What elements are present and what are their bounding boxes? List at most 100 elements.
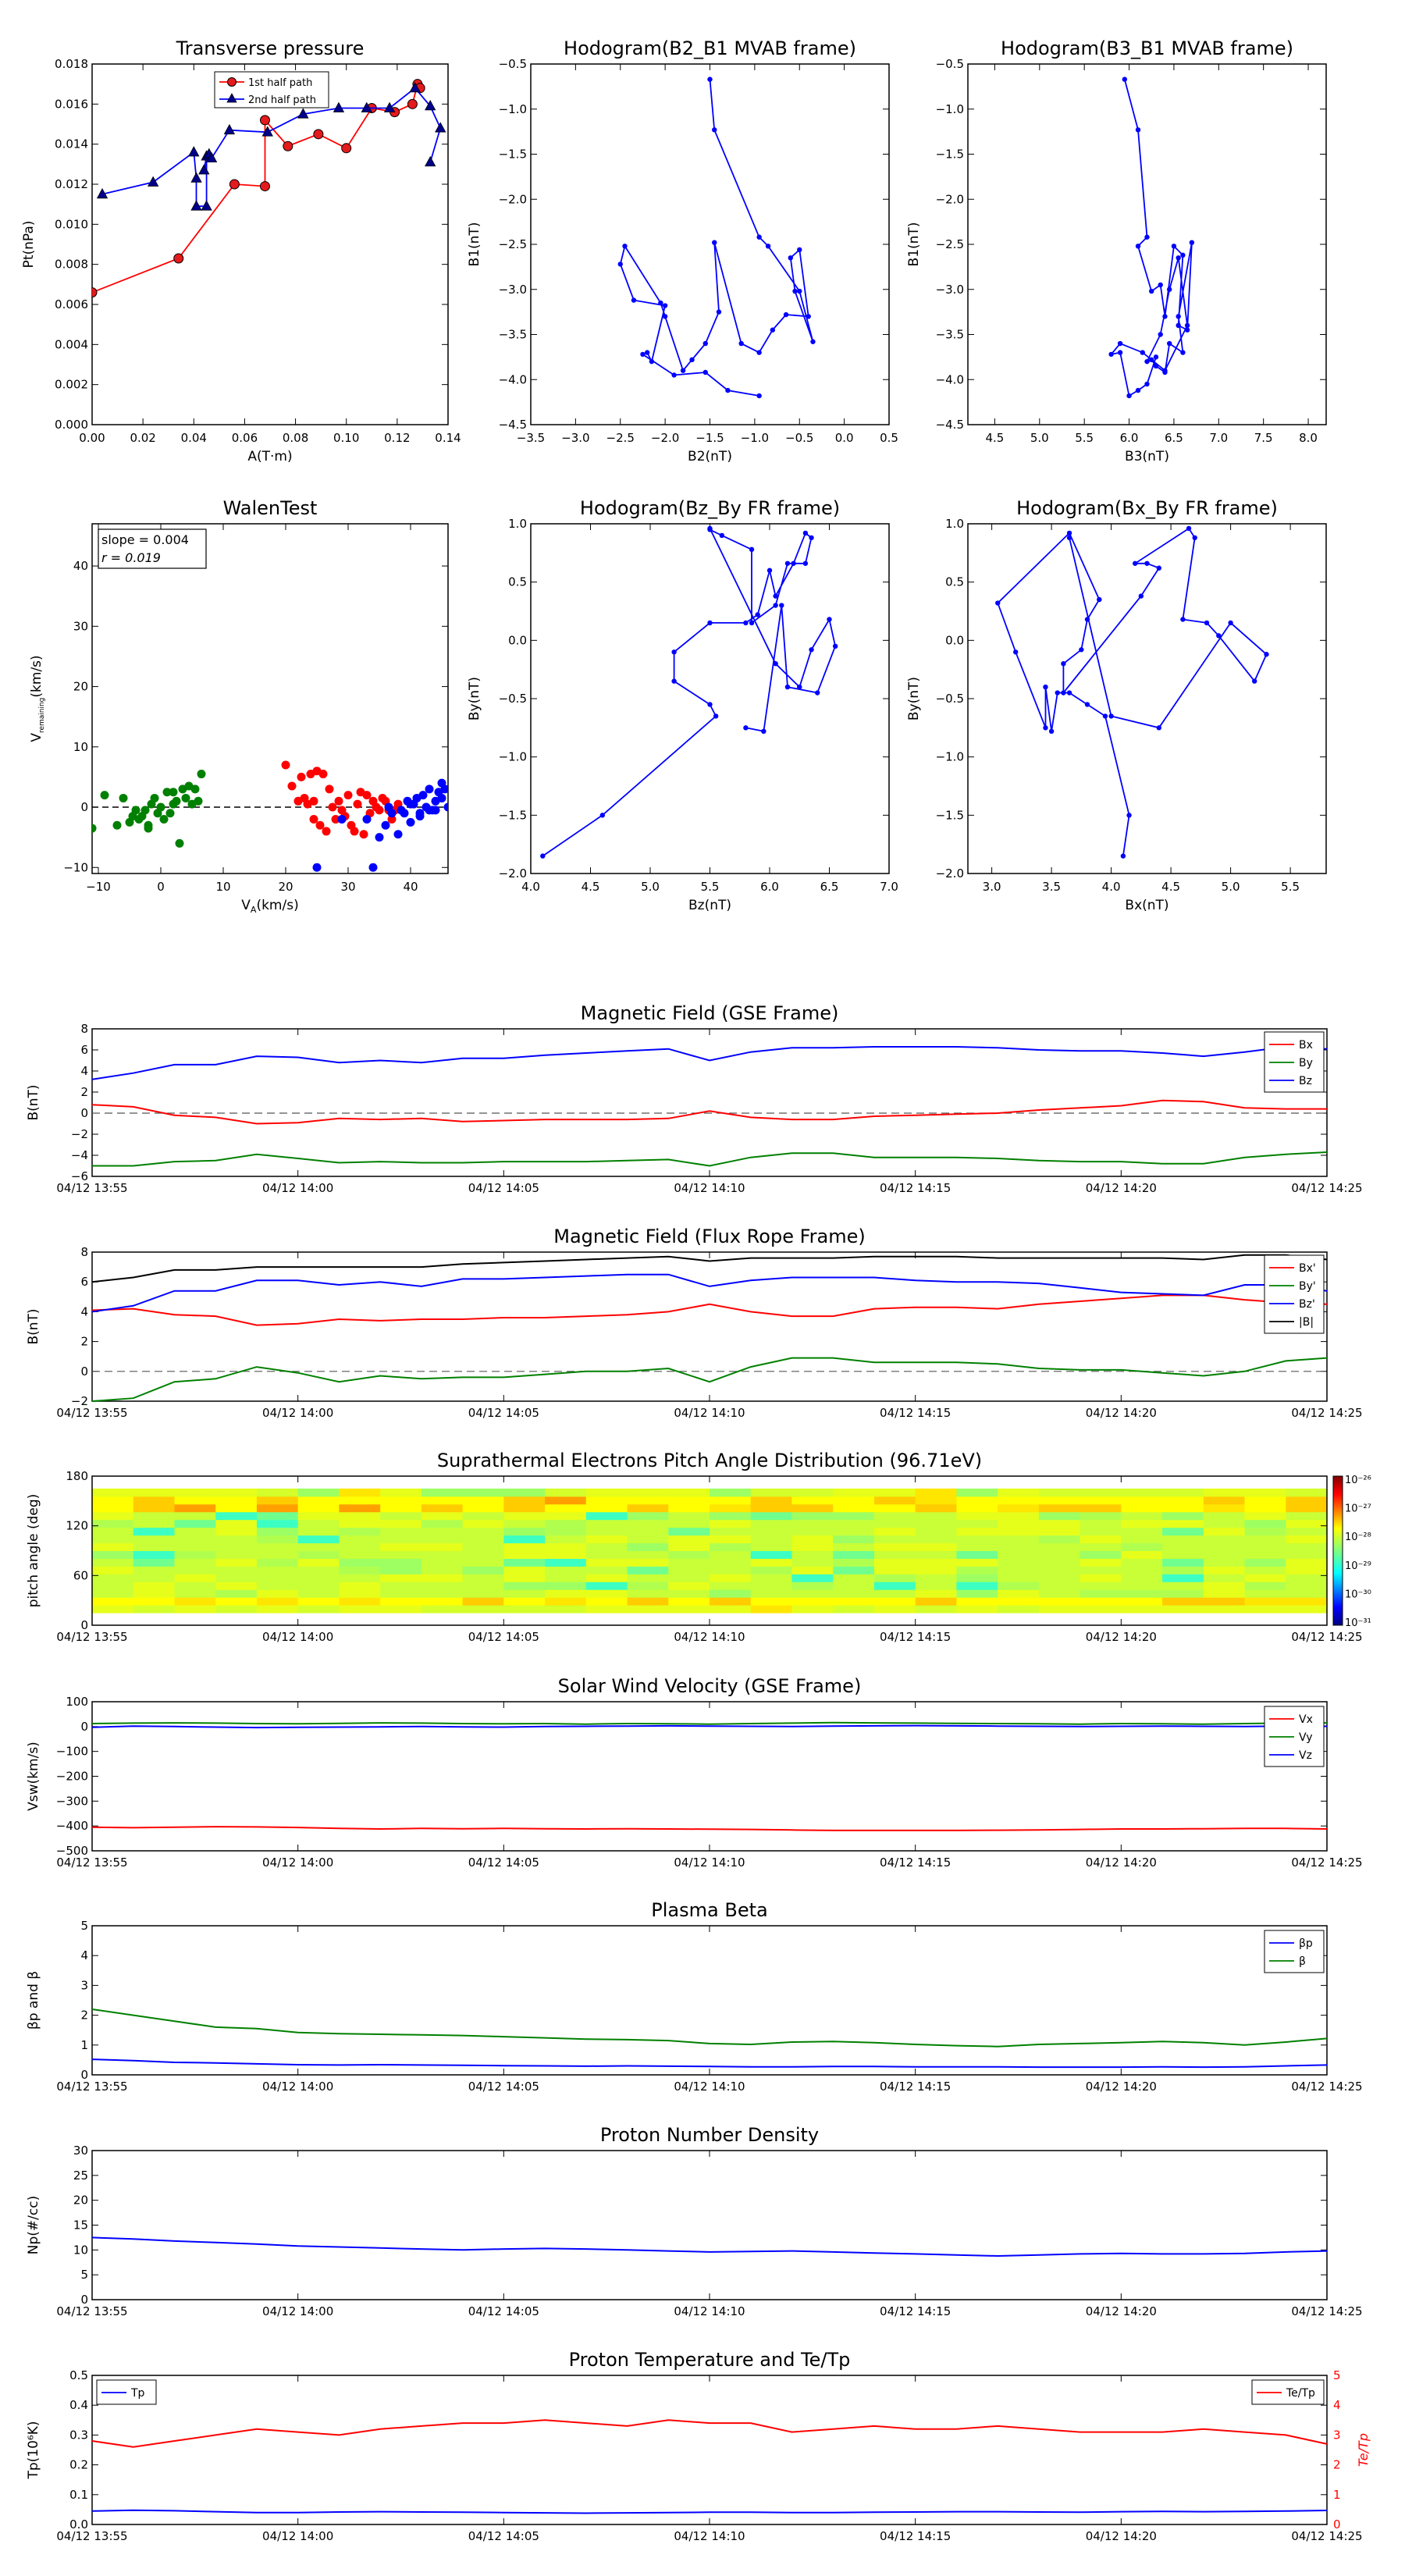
pad-cell — [791, 1511, 834, 1521]
pad-cell — [462, 1574, 504, 1582]
pad-cell — [750, 1574, 792, 1582]
beta-ytick-label: 2 — [80, 2008, 88, 2023]
pad-cell — [873, 1519, 916, 1528]
hodo4-point — [1156, 725, 1162, 731]
pad-cell — [1162, 1511, 1204, 1521]
tp-frame — [91, 2375, 1328, 2525]
pad-cell — [1121, 1597, 1163, 1606]
pad-cell — [668, 1605, 710, 1614]
pad-cell — [92, 1582, 134, 1590]
magGSE-legend-label: Bx — [1299, 1039, 1313, 1051]
pad-cell — [1121, 1550, 1163, 1559]
transverse-xtick-label: 0.04 — [181, 431, 207, 445]
pad-cell — [545, 1527, 587, 1536]
pad-cell — [545, 1535, 587, 1544]
hodo2-point — [1135, 387, 1141, 393]
pad-cell — [998, 1582, 1040, 1590]
np-xtick-label: 04/12 14:10 — [674, 2304, 745, 2318]
hodo3-point — [707, 702, 713, 707]
pad-cell — [503, 1574, 546, 1582]
hodo2-xtick-label: 5.0 — [1030, 431, 1049, 445]
hodo2-point — [1158, 332, 1163, 337]
pad-cell — [545, 1488, 587, 1497]
pad-cell — [668, 1558, 710, 1567]
pad-cell — [585, 1511, 628, 1521]
pad-cell — [1244, 1511, 1286, 1521]
pad-heatmap — [92, 1488, 1328, 1614]
pad-cell — [585, 1527, 628, 1536]
beta-xtick-label: 04/12 14:20 — [1086, 2080, 1157, 2094]
pad-cell — [750, 1542, 792, 1551]
hodo4-point — [1133, 560, 1138, 566]
walen-point-red — [334, 796, 343, 806]
pad-colorbar-label: 10⁻²⁷ — [1345, 1503, 1371, 1515]
tp-right-legend-label: Te/Tp — [1286, 2387, 1315, 2400]
tp-ytick-label: 0.0 — [69, 2517, 88, 2532]
pad-cell — [710, 1574, 752, 1582]
hodo1-point — [640, 351, 646, 358]
pad-cell — [380, 1550, 422, 1559]
vsw-legend-label: Vz — [1299, 1749, 1312, 1762]
pad-cell — [750, 1597, 792, 1606]
pad-cell — [1080, 1550, 1122, 1559]
pad-cell — [1286, 1496, 1328, 1505]
pad-cell — [174, 1582, 216, 1590]
hodo4-point — [1192, 535, 1197, 541]
walen-xlabel: VA(km/s) — [241, 898, 298, 915]
transverse-xtick-label: 0.08 — [283, 431, 308, 445]
transverse-point — [409, 81, 421, 93]
np-xtick-label: 04/12 14:05 — [468, 2304, 539, 2318]
hodo2-point — [1180, 350, 1186, 355]
pad-cell — [627, 1605, 669, 1614]
walen-annotation-r: r = 0.019 — [101, 550, 161, 565]
pad-ytick-label: 0 — [80, 1618, 88, 1632]
hodo2-point — [1153, 354, 1159, 360]
walen-ytick-label: 40 — [73, 559, 88, 573]
pad-cell — [1244, 1527, 1286, 1536]
pad-cell — [1038, 1488, 1081, 1497]
walen-point-red — [331, 814, 340, 824]
pad-cell — [380, 1511, 422, 1521]
beta-series-β — [91, 2008, 1328, 2048]
pad-cell — [462, 1589, 504, 1598]
pad-cell — [297, 1503, 340, 1513]
pad-cell — [1162, 1550, 1204, 1559]
hodo3-point — [749, 620, 755, 626]
np-series-Np — [91, 2236, 1328, 2258]
hodo3-point — [761, 728, 767, 735]
transverse-legend: 1st half path 2nd half path — [214, 71, 329, 109]
magGSE-ytick-label: −4 — [71, 1148, 88, 1162]
vsw-xtick-label: 04/12 14:00 — [262, 1856, 333, 1870]
walen-point-red — [293, 796, 303, 806]
transverse-ytick-label: 0.016 — [55, 97, 88, 111]
pad-cell — [1121, 1605, 1163, 1614]
pad-cell — [750, 1535, 792, 1544]
pad-cell — [421, 1535, 464, 1544]
pad-cell — [256, 1605, 299, 1614]
hodo3-point — [779, 603, 784, 608]
hodo3-point — [671, 649, 677, 655]
pad-cell — [297, 1605, 340, 1614]
pad-cell — [668, 1511, 710, 1521]
pad-cell — [627, 1589, 669, 1598]
pad-cell — [174, 1589, 216, 1598]
hodo4-ytick-label: 0.0 — [945, 633, 964, 647]
hodo2-point — [1149, 357, 1154, 363]
pad-cell — [1162, 1527, 1204, 1536]
pad-cell — [421, 1503, 464, 1513]
walen-point-green — [140, 806, 150, 815]
pad-cell — [174, 1488, 216, 1497]
walen-point-green — [169, 799, 178, 809]
hodo4-title: Hodogram(Bx_By FR frame) — [1016, 497, 1278, 519]
hodo2-xtick-label: 6.5 — [1165, 431, 1183, 445]
hodo3-ytick-label: 0.5 — [508, 575, 527, 589]
pad-cell — [503, 1519, 546, 1528]
pad-cell — [297, 1527, 340, 1536]
vsw-ylabel: Vsw(km/s) — [26, 1742, 41, 1811]
hodo3-frame — [530, 523, 890, 874]
magFR-ytick-label: 6 — [80, 1275, 88, 1289]
pad-cell — [133, 1535, 175, 1544]
hodo3-point — [671, 678, 677, 684]
pad-cell — [421, 1574, 464, 1582]
